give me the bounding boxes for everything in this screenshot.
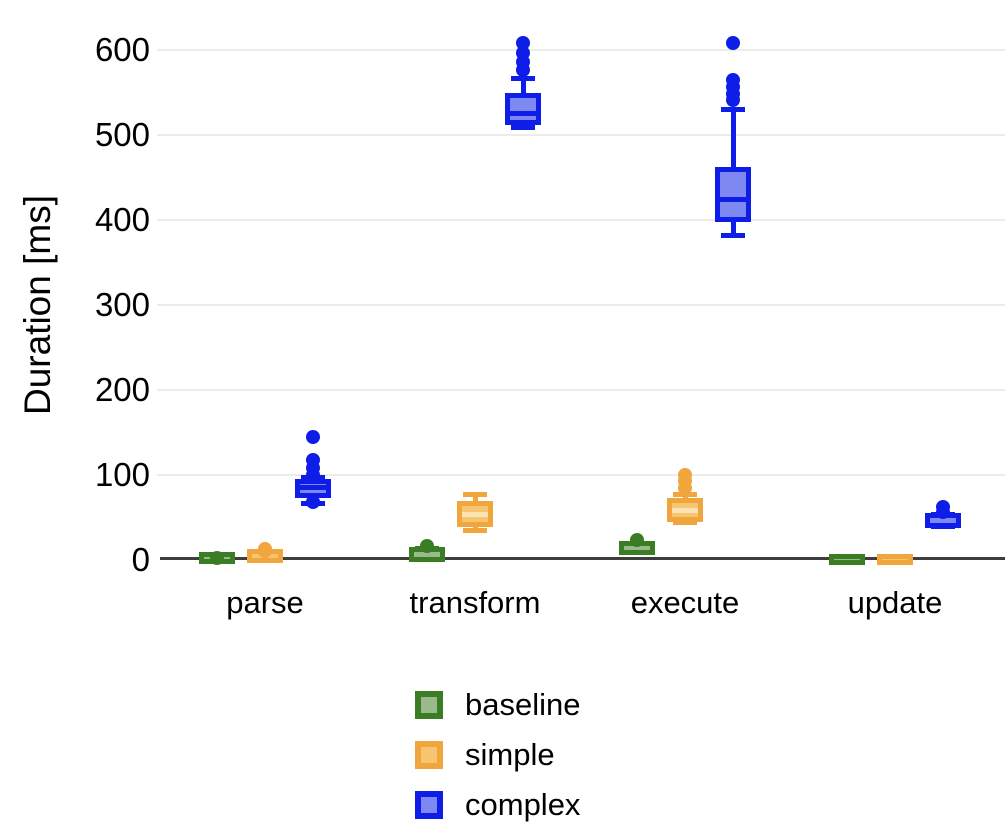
y-tick-label: 600	[94, 31, 150, 68]
outlier-complex-parse	[306, 452, 320, 467]
outlier-complex-execute	[726, 36, 740, 51]
lower-cap-simple-transform	[463, 527, 487, 533]
lower-cap-complex-execute	[721, 232, 745, 238]
outlier-complex-parse	[306, 495, 320, 510]
legend-swatch-simple-icon	[415, 741, 443, 769]
outlier-complex-execute	[726, 72, 740, 87]
outlier-baseline-parse	[210, 551, 224, 566]
x-axis-label-transform: transform	[409, 585, 541, 620]
box-complex-execute	[715, 167, 751, 222]
median-complex-parse	[300, 485, 326, 491]
gridline-400	[157, 219, 1005, 221]
outlier-baseline-execute	[630, 532, 644, 547]
upper-cap-complex-execute	[721, 107, 745, 112]
gridline-100	[157, 474, 1005, 476]
legend-item-complex: complex	[415, 780, 580, 830]
box-simple-update	[877, 554, 913, 566]
outlier-complex-update	[936, 500, 950, 515]
outlier-simple-parse	[258, 541, 272, 556]
outlier-complex-transform	[516, 46, 530, 61]
outlier-simple-execute	[678, 468, 692, 482]
upper-cap-simple-transform	[463, 492, 487, 498]
median-simple-transform	[462, 512, 488, 518]
gridline-200	[157, 389, 1005, 391]
median-complex-execute	[720, 197, 746, 203]
y-tick-label: 300	[94, 286, 150, 323]
legend-label-simple: simple	[465, 737, 555, 772]
x-axis-label-parse: parse	[226, 585, 304, 620]
legend-label-baseline: baseline	[465, 687, 581, 722]
legend-swatch-baseline-icon	[415, 691, 443, 719]
gridline-500	[157, 134, 1005, 136]
legend: baseline simple complex	[415, 680, 580, 830]
outlier-complex-parse	[306, 429, 320, 444]
legend-label-complex: complex	[465, 787, 581, 822]
legend-item-simple: simple	[415, 730, 580, 780]
lower-cap-complex-transform	[511, 124, 535, 130]
outlier-complex-transform	[516, 36, 530, 51]
gridline-600	[157, 49, 1005, 51]
box-baseline-update	[829, 554, 865, 566]
x-axis-label-update: update	[847, 585, 943, 620]
outlier-baseline-transform	[420, 539, 434, 554]
legend-swatch-complex-icon	[415, 791, 443, 819]
y-tick-label: 0	[131, 541, 150, 578]
median-complex-transform	[510, 111, 536, 117]
y-tick-label: 500	[94, 116, 150, 153]
y-tick-label: 100	[94, 456, 150, 493]
lower-cap-simple-execute	[673, 520, 697, 526]
legend-item-baseline: baseline	[415, 680, 580, 730]
x-axis-label-execute: execute	[630, 585, 740, 620]
upper-cap-complex-transform	[511, 75, 535, 81]
gridline-300	[157, 304, 1005, 306]
x-axis-line	[160, 557, 1005, 560]
y-tick-label: 200	[94, 371, 150, 408]
y-tick-label: 400	[94, 201, 150, 238]
box-complex-transform	[505, 93, 541, 125]
median-simple-execute	[672, 508, 698, 514]
